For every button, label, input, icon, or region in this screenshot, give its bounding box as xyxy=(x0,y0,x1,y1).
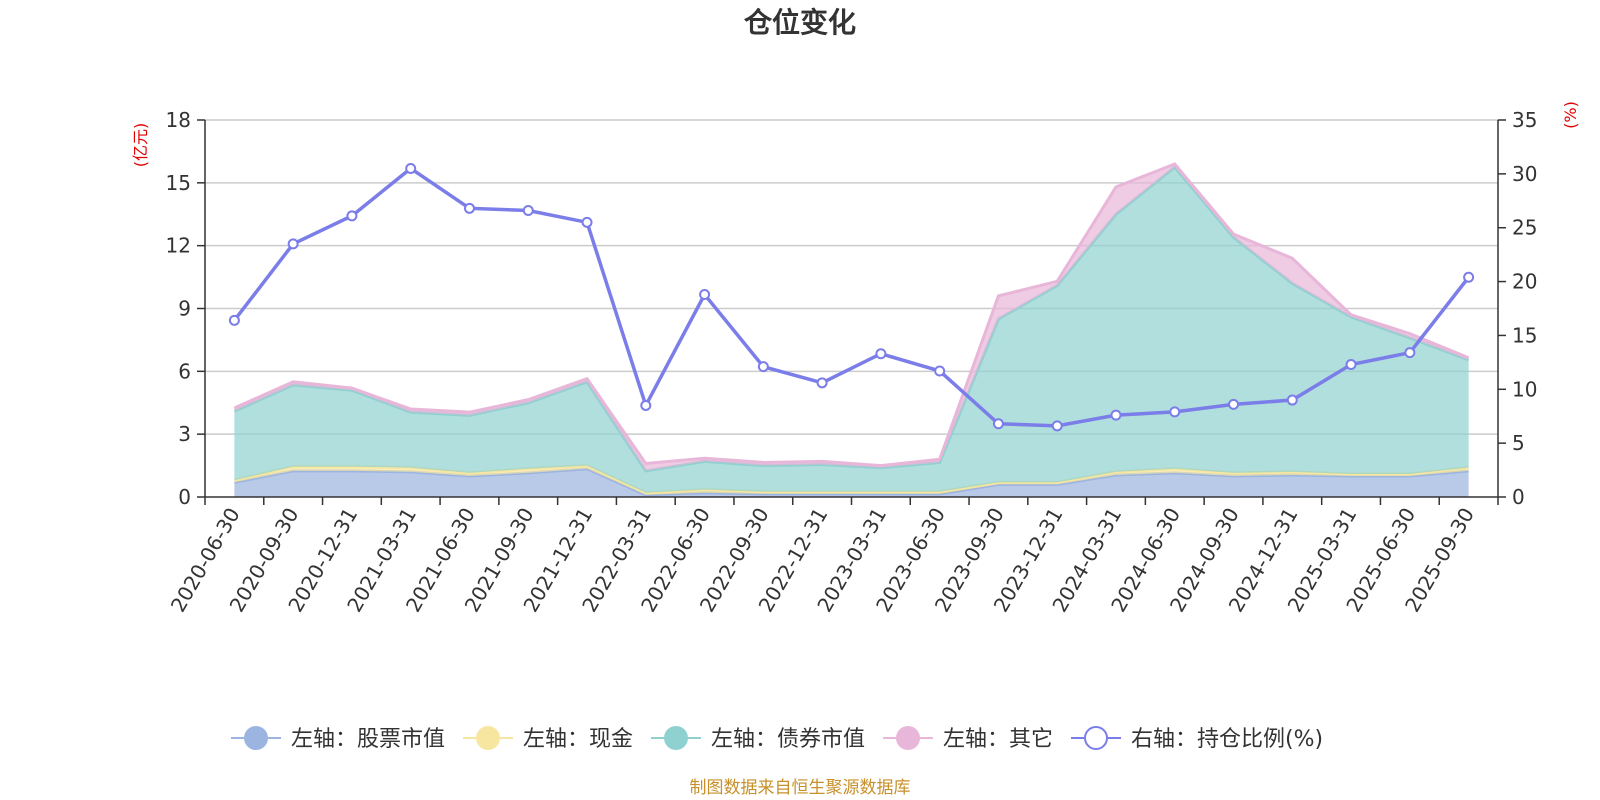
right-axis-tick-label: 20 xyxy=(1512,270,1537,294)
ratio-point xyxy=(934,365,946,377)
left-axis-tick-label: 12 xyxy=(166,234,191,258)
ratio-point xyxy=(699,288,711,300)
ratio-point xyxy=(1051,420,1063,432)
right-axis-tick-label: 0 xyxy=(1512,485,1525,509)
right-axis-tick-label: 10 xyxy=(1512,377,1537,401)
right-axis-unit: (%) xyxy=(1561,101,1580,129)
legend-label: 左轴：现金 xyxy=(523,727,633,752)
ratio-point xyxy=(405,162,417,174)
left-axis-tick-label: 0 xyxy=(178,485,191,509)
ratio-point xyxy=(522,204,534,216)
ratio-point xyxy=(346,210,358,222)
left-axis-tick-label: 3 xyxy=(178,422,191,446)
ratio-point xyxy=(228,314,240,326)
ratio-point xyxy=(1169,406,1181,418)
ratio-point xyxy=(992,418,1004,430)
legend-marker xyxy=(664,726,688,750)
ratio-point xyxy=(1404,347,1416,359)
ratio-point xyxy=(581,216,593,228)
left-axis-tick-label: 15 xyxy=(166,171,191,195)
legend-label: 左轴：债券市值 xyxy=(711,727,865,752)
ratio-point xyxy=(287,238,299,250)
right-axis-tick-label: 35 xyxy=(1512,108,1537,132)
chart-title: 仓位变化 xyxy=(744,6,856,39)
ratio-point xyxy=(463,202,475,214)
area-左轴：现金 xyxy=(234,465,1469,495)
left-axis-tick-label: 18 xyxy=(166,108,191,132)
legend: 左轴：股票市值 左轴：现金 左轴：债券市值 左轴：其它 右轴：持仓比例(%) xyxy=(231,726,1323,752)
area-左轴：股票市值 xyxy=(234,468,1469,497)
ratio-point xyxy=(1345,359,1357,371)
ratio-point xyxy=(1463,271,1475,283)
right-axis-tick-label: 25 xyxy=(1512,216,1537,240)
area-edge-左轴：现金 xyxy=(234,464,1469,495)
ratio-point xyxy=(757,361,769,373)
right-axis-tick-label: 15 xyxy=(1512,323,1537,347)
right-axis-tick-label: 30 xyxy=(1512,162,1537,186)
right-axis-tick-label: 5 xyxy=(1512,431,1525,455)
legend-label: 右轴：持仓比例(%) xyxy=(1131,727,1323,752)
legend-marker xyxy=(476,726,500,750)
legend-marker xyxy=(1084,726,1108,750)
data-source-note: 制图数据来自恒生聚源数据库 xyxy=(690,778,911,798)
legend-marker xyxy=(244,726,268,750)
stacked-areas xyxy=(233,162,1470,497)
ratio-point xyxy=(640,399,652,411)
area-edge-左轴：其它 xyxy=(233,162,1470,468)
legend-label: 左轴：其它 xyxy=(943,727,1053,752)
legend-label: 左轴：股票市值 xyxy=(291,727,445,752)
left-axis-tick-label: 9 xyxy=(178,297,191,321)
ratio-point xyxy=(1110,409,1122,421)
ratio-point xyxy=(1286,394,1298,406)
ratio-line-path xyxy=(232,166,1470,428)
ratio-point xyxy=(816,377,828,389)
ratio-point xyxy=(1228,398,1240,410)
area-左轴：债券市值 xyxy=(234,167,1469,493)
ratio-point xyxy=(875,348,887,360)
left-axis-unit: (亿元) xyxy=(131,123,150,168)
ratio-line xyxy=(228,162,1475,432)
legend-marker xyxy=(896,726,920,750)
left-axis-tick-label: 6 xyxy=(178,359,191,383)
